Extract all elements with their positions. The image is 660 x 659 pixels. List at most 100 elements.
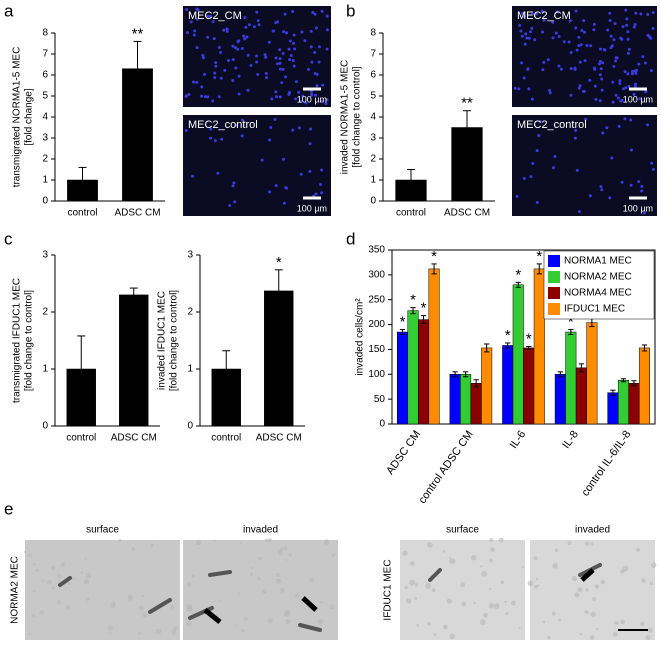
texture [42, 579, 45, 582]
bar [211, 368, 241, 427]
x-tick-label: IL-8 [560, 429, 581, 451]
bar [67, 179, 98, 202]
texture [414, 583, 419, 587]
y-tick-label: 0 [370, 196, 376, 207]
cell-nucleus [292, 64, 296, 68]
cell-nucleus [242, 34, 246, 38]
texture [635, 547, 641, 552]
cell-nucleus [608, 11, 612, 15]
texture [288, 552, 292, 557]
cell-nucleus [278, 67, 282, 71]
cell-nucleus [529, 30, 533, 34]
texture [590, 542, 594, 546]
cell-nucleus [551, 36, 555, 40]
cell-nucleus [200, 94, 204, 98]
cell-nucleus [601, 131, 605, 135]
cell-nucleus [255, 54, 259, 58]
cell-nucleus [256, 19, 260, 23]
cell-nucleus [211, 99, 215, 103]
texture [651, 562, 657, 568]
texture [39, 610, 45, 615]
cell-nucleus [303, 39, 307, 43]
cell-nucleus [542, 18, 546, 22]
texture [470, 554, 477, 561]
cell-nucleus [629, 183, 633, 187]
cell-nucleus [274, 90, 278, 94]
texture [170, 604, 175, 609]
image-label: MEC2_control [517, 119, 587, 131]
texture [498, 537, 504, 543]
significance: * [568, 314, 574, 331]
texture [57, 573, 62, 579]
cell-nucleus [611, 100, 615, 104]
texture [481, 571, 487, 577]
cell-nucleus [274, 184, 278, 188]
texture [323, 539, 330, 545]
cell-nucleus [581, 89, 585, 93]
scale-label: 100 µm [297, 203, 327, 213]
cell-nucleus [617, 124, 621, 128]
cell-nucleus [278, 95, 282, 99]
texture [577, 587, 583, 593]
cell-nucleus [195, 17, 199, 21]
y-tick-label: 2 [42, 307, 48, 318]
texture [239, 541, 243, 545]
texture [275, 578, 282, 584]
cell-nucleus [651, 167, 655, 171]
texture [28, 632, 32, 636]
texture [522, 565, 525, 569]
cell-nucleus [255, 60, 259, 64]
cell-nucleus [548, 88, 552, 92]
texture [571, 575, 577, 582]
legend-label: IFDUC1 MEC [564, 304, 625, 315]
cell-nucleus [513, 86, 517, 90]
cell-nucleus [578, 210, 582, 214]
cell-nucleus [627, 84, 631, 88]
cell-nucleus [584, 117, 588, 121]
micrograph [25, 540, 180, 640]
texture [262, 589, 267, 594]
texture [431, 588, 436, 593]
cell-nucleus [517, 87, 521, 91]
texture [257, 577, 261, 581]
cell-nucleus [523, 42, 527, 46]
cell-nucleus [237, 92, 241, 96]
y-tick-label: 6 [370, 70, 376, 81]
cell-nucleus [623, 117, 627, 121]
texture [442, 550, 446, 553]
cell-nucleus [244, 25, 248, 29]
texture [641, 578, 646, 583]
texture [241, 628, 245, 633]
cell-nucleus [206, 95, 210, 99]
texture [243, 616, 249, 622]
cell-nucleus [200, 85, 204, 89]
cell-nucleus [641, 55, 645, 59]
cell-nucleus [579, 43, 583, 47]
texture [32, 563, 36, 566]
cell-nucleus [618, 79, 622, 83]
cell-nucleus [311, 11, 315, 15]
cell-nucleus [599, 185, 603, 189]
texture [83, 579, 90, 585]
cell-nucleus [309, 29, 313, 33]
cell-nucleus [582, 30, 586, 34]
bar [451, 127, 483, 202]
cell-nucleus [551, 20, 555, 24]
texture [479, 619, 486, 625]
legend-swatch [548, 303, 560, 315]
cell-nucleus [226, 58, 230, 62]
cell-nucleus [314, 93, 318, 97]
texture [28, 553, 33, 558]
bar [638, 347, 650, 425]
cell-nucleus [321, 83, 325, 87]
x-tick-label: ADSC CM [384, 429, 423, 477]
cell-nucleus [646, 123, 650, 127]
cell-nucleus [530, 26, 534, 30]
cell-nucleus [308, 142, 312, 146]
texture [294, 593, 300, 598]
significance: * [536, 248, 542, 265]
cell-nucleus [284, 186, 288, 190]
cell-nucleus [310, 93, 314, 97]
cell-nucleus [278, 48, 282, 52]
